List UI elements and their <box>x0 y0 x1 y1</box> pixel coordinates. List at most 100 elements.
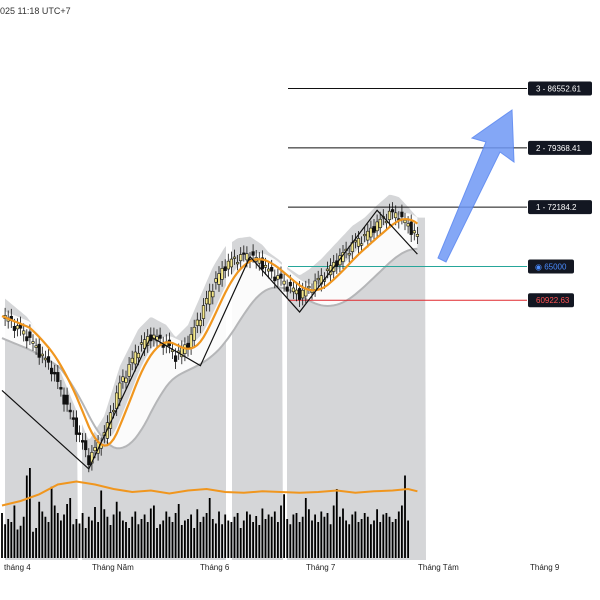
candle-down <box>270 267 274 272</box>
volume-bar <box>137 524 140 558</box>
volume-bar <box>211 519 214 558</box>
volume-bar <box>351 514 354 558</box>
candle-up <box>369 227 373 238</box>
volume-bar <box>131 516 134 558</box>
volume-bar <box>332 505 335 558</box>
volume-bar <box>252 522 254 558</box>
volume-bar <box>270 516 273 558</box>
volume-bar <box>140 519 143 558</box>
stop-label: 60922.63 <box>536 296 570 305</box>
x-axis-label: tháng 4 <box>4 563 31 572</box>
volume-bar <box>292 514 295 558</box>
volume-bar <box>66 504 68 558</box>
volume-bar <box>345 520 347 558</box>
candle-up <box>211 291 215 298</box>
volume-bar <box>273 511 276 558</box>
volume-bar <box>134 511 137 558</box>
candle-down <box>71 417 75 420</box>
candle-down <box>81 440 85 443</box>
candle-down <box>273 276 277 282</box>
volume-bar <box>255 516 258 558</box>
volume-bar <box>112 514 115 558</box>
volume-bar <box>72 524 75 558</box>
volume-bar <box>370 524 372 558</box>
candle-up <box>139 342 144 345</box>
volume-bar <box>236 513 239 558</box>
volume-bar <box>165 511 168 558</box>
volume-bar <box>280 505 282 558</box>
volume-bar <box>221 524 223 558</box>
candle-up <box>208 290 212 305</box>
volume-bar <box>407 520 409 558</box>
target-level-2-badge <box>528 140 592 155</box>
volume-bar <box>264 519 267 558</box>
volume-bar <box>401 505 403 558</box>
candle-down <box>46 356 51 363</box>
volume-bar <box>379 522 382 558</box>
candle-down <box>174 355 178 362</box>
chart-timestamp: 025 11:18 UTC+7 <box>0 6 71 16</box>
candle-up <box>236 262 240 265</box>
volume-bar <box>177 504 180 558</box>
candle-down <box>297 288 302 300</box>
moving-average-line <box>1 217 419 447</box>
volume-bar <box>1 513 3 558</box>
candle-up <box>412 230 416 234</box>
candle-up <box>415 234 420 237</box>
candle-up <box>34 345 38 348</box>
x-axis-label: Tháng 6 <box>200 563 230 572</box>
volume-bar <box>326 513 329 558</box>
candle-up <box>118 382 122 399</box>
volume-bar <box>289 524 292 558</box>
volume-bar <box>171 522 174 558</box>
volume-bar <box>22 516 25 558</box>
volume-bar <box>301 516 304 558</box>
candle-down <box>28 331 32 338</box>
volume-bar <box>118 511 121 558</box>
volume-bar <box>162 520 165 558</box>
volume-bar <box>376 509 378 558</box>
candle-up <box>245 253 249 261</box>
candle-up <box>22 330 26 335</box>
candle-up <box>266 268 271 272</box>
candle-up <box>313 280 317 290</box>
target-level-3-label: 1 - 72184.2 <box>536 203 577 212</box>
candle-up <box>220 268 224 280</box>
volume-bar <box>317 522 320 558</box>
candle-up <box>112 409 116 413</box>
volume-bar <box>267 514 270 558</box>
target-level-3-badge <box>528 200 592 215</box>
volume-bar <box>335 489 338 558</box>
volume-bar <box>146 522 149 558</box>
x-axis-label: Tháng 9 <box>530 563 560 572</box>
volume-bar <box>143 514 146 558</box>
candle-down <box>77 432 82 435</box>
candle-up <box>31 341 35 344</box>
volume-bar <box>357 522 360 558</box>
volume-bar <box>360 519 363 558</box>
volume-bar <box>227 520 230 558</box>
volume-bar <box>29 468 31 558</box>
volume-bar <box>391 522 394 558</box>
candle-up <box>43 357 47 361</box>
volume-bar <box>215 523 217 558</box>
candle-up <box>387 210 392 220</box>
volume-bar <box>283 494 285 558</box>
volume-bar <box>50 486 53 558</box>
target-level-2-label: 2 - 79368.41 <box>536 144 581 153</box>
support-label: ◉ 65000 <box>535 263 567 272</box>
volume-bar <box>385 513 388 558</box>
volume-bar <box>314 514 316 558</box>
candle-up <box>189 334 193 348</box>
volume-bar <box>342 508 344 558</box>
volume-bar <box>180 525 183 558</box>
candle-down <box>62 394 66 405</box>
volume-bar <box>10 522 13 558</box>
candle-down <box>285 286 289 292</box>
support-badge <box>528 259 574 274</box>
volume-bar <box>84 528 87 558</box>
volume-bar <box>35 528 37 558</box>
volume-bar <box>205 513 208 558</box>
volume-bar <box>125 522 127 558</box>
